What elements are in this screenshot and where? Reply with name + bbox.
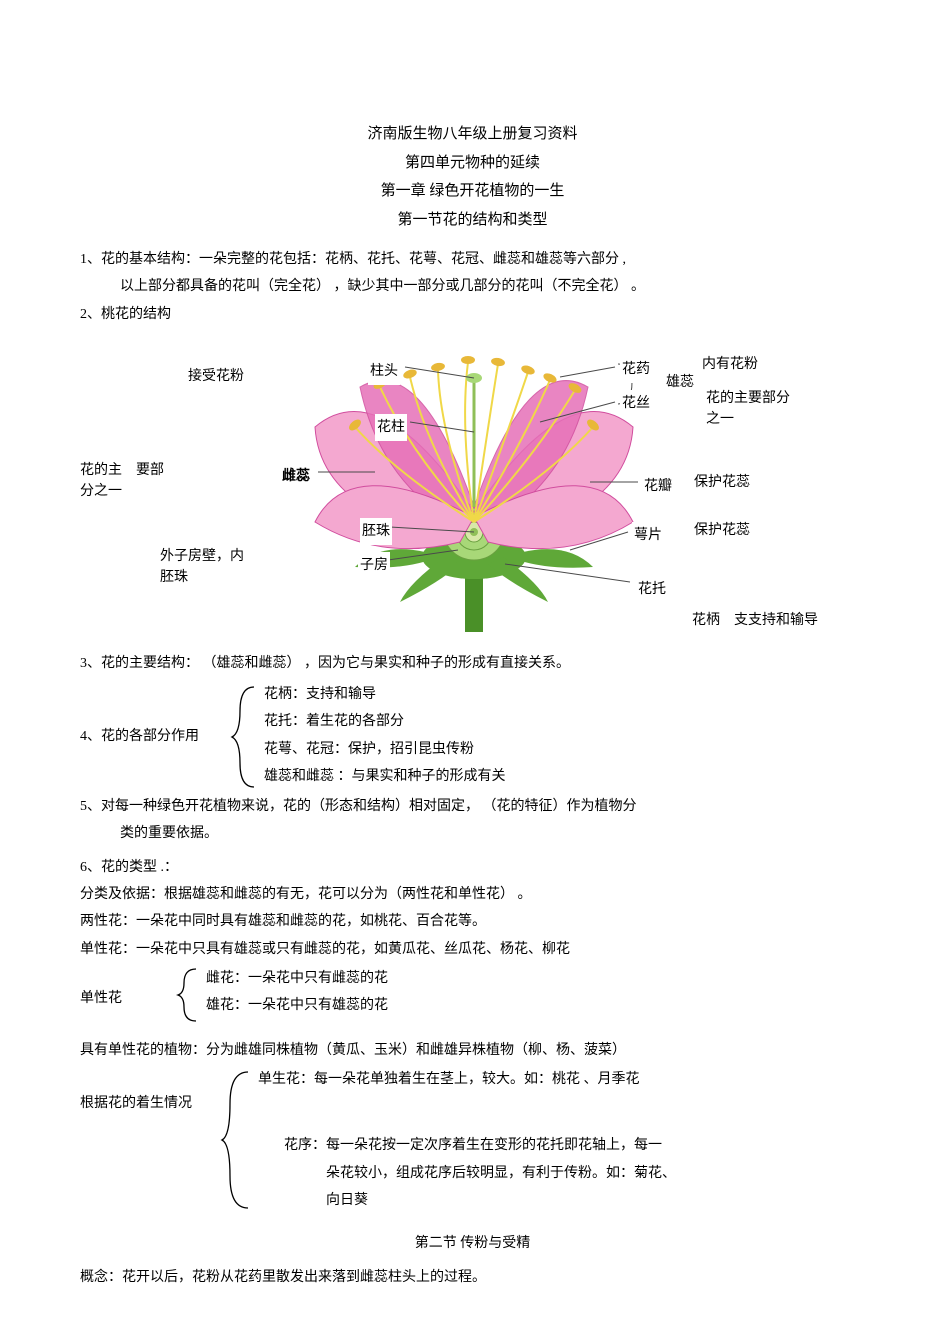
an-xiongrui: 雄蕊: [666, 372, 694, 393]
flower-diagram: 柱头 花柱 雌蕊 胚珠 子房 花药 花丝 花瓣 萼片 花托 接受花粉 花的主要部…: [80, 332, 865, 642]
p6-brace2: 根据花的着生情况 单生花：每一朵花单独着生在茎上，较大。如：桃花 、月季花 花序…: [80, 1066, 865, 1216]
an-neiyou: 内有花粉: [702, 354, 758, 375]
brace-icon: [230, 683, 260, 791]
an-leftmain: 花的主要部 分之一: [80, 460, 164, 502]
p6-attach-label: 根据花的着生情况: [80, 1090, 192, 1117]
p4-head: 4、花的各部分作用: [80, 723, 199, 750]
title-l2: 第四单元物种的延续: [80, 149, 865, 178]
sec2-title: 第二节 传粉与受精: [80, 1230, 865, 1257]
section4: 4、花的各部分作用 花柄：支持和输导 花托：着生花的各部分 花萼、花冠：保护，招…: [80, 681, 865, 793]
p6-l1: 分类及依据：根据雄蕊和雌蕊的有无，花可以分为（两性花和单性花） 。: [80, 881, 865, 908]
sec2-l1: 概念：花开以后，花粉从花药里散发出来落到雌蕊柱头上的过程。: [80, 1264, 865, 1291]
section6: 6、花的类型 .： 分类及依据：根据雄蕊和雌蕊的有无，花可以分为（两性花和单性花…: [80, 854, 865, 1216]
p4-lines: 花柄：支持和输导 花托：着生花的各部分 花萼、花冠：保护，招引昆虫传粉 雄蕊和雌…: [264, 681, 506, 790]
lbl-huatuo: 花托: [636, 576, 668, 603]
an-baohu1: 保护花蕊: [694, 472, 750, 493]
title-block: 济南版生物八年级上册复习资料 第四单元物种的延续 第一章 绿色开花植物的一生 第…: [80, 120, 865, 234]
p2-head: 2、桃花的结构: [80, 301, 865, 328]
p1-line1: 1、花的基本结构：一朵完整的花包括：花柄、花托、花萼、花冠、雌蕊和雄蕊等六部分 …: [80, 246, 865, 273]
p6-l3: 单性花：一朵花中只具有雄蕊或只有雌蕊的花，如黄瓜花、丝瓜花、杨花、柳花: [80, 936, 865, 963]
an-rightmain: 花的主要部分 之一: [706, 388, 790, 430]
title-l1: 济南版生物八年级上册复习资料: [80, 120, 865, 149]
lbl-huazhu: 花柱: [375, 414, 407, 441]
lbl-peizhu: 胚珠: [360, 518, 392, 545]
an-baohu2: 保护花蕊: [694, 520, 750, 541]
p1-line2: 以上部分都具备的花叫（完全花） ，缺少其中一部分或几部分的花叫（不完全花） 。: [80, 273, 865, 300]
lbl-huaban: 花瓣: [642, 473, 674, 500]
p6-l2: 两性花：一朵花中同时具有雄蕊和雌蕊的花，如桃花、百合花等。: [80, 908, 865, 935]
p5a: 5、对每一种绿色开花植物来说，花的（形态和结构）相对固定， （花的特征）作为植物…: [80, 793, 865, 820]
p5b: 类的重要依据。: [80, 820, 865, 847]
an-jieshou: 接受花粉: [188, 366, 244, 387]
p6-head: 6、花的类型 .：: [80, 854, 865, 881]
title-l3: 第一章 绿色开花植物的一生: [80, 177, 865, 206]
lbl-huasi: 花丝: [620, 390, 652, 417]
an-huabing: 花柄支支持和输导: [692, 610, 818, 631]
p3: 3、花的主要结构： （雄蕊和雌蕊） ，因为它与果实和种子的形成有直接关系。: [80, 650, 865, 677]
lbl-zhutou: 柱头: [368, 358, 400, 385]
brace-icon: [176, 965, 202, 1025]
title-l4: 第一节花的结构和类型: [80, 206, 865, 235]
p6-brace-label: 单性花: [80, 985, 122, 1012]
lbl-zifang: 子房: [358, 552, 390, 579]
lbl-epian: 萼片: [632, 522, 664, 549]
an-waizi: 外子房壁，内 胚珠: [160, 546, 244, 588]
lbl-huayao: 花药: [620, 356, 652, 383]
brace-icon: [220, 1066, 254, 1214]
lbl-cixu: 雌蕊: [280, 463, 312, 490]
p6-brace1: 单性花 雌花：一朵花中只有雌蕊的花 雄花：一朵花中只有雄蕊的花: [80, 963, 865, 1029]
p6-l4: 具有单性花的植物：分为雌雄同株植物（黄瓜、玉米）和雌雄异株植物（柳、杨、菠菜）: [80, 1037, 865, 1064]
content-body: 1、花的基本结构：一朵完整的花包括：花柄、花托、花萼、花冠、雌蕊和雄蕊等六部分 …: [80, 246, 865, 1291]
